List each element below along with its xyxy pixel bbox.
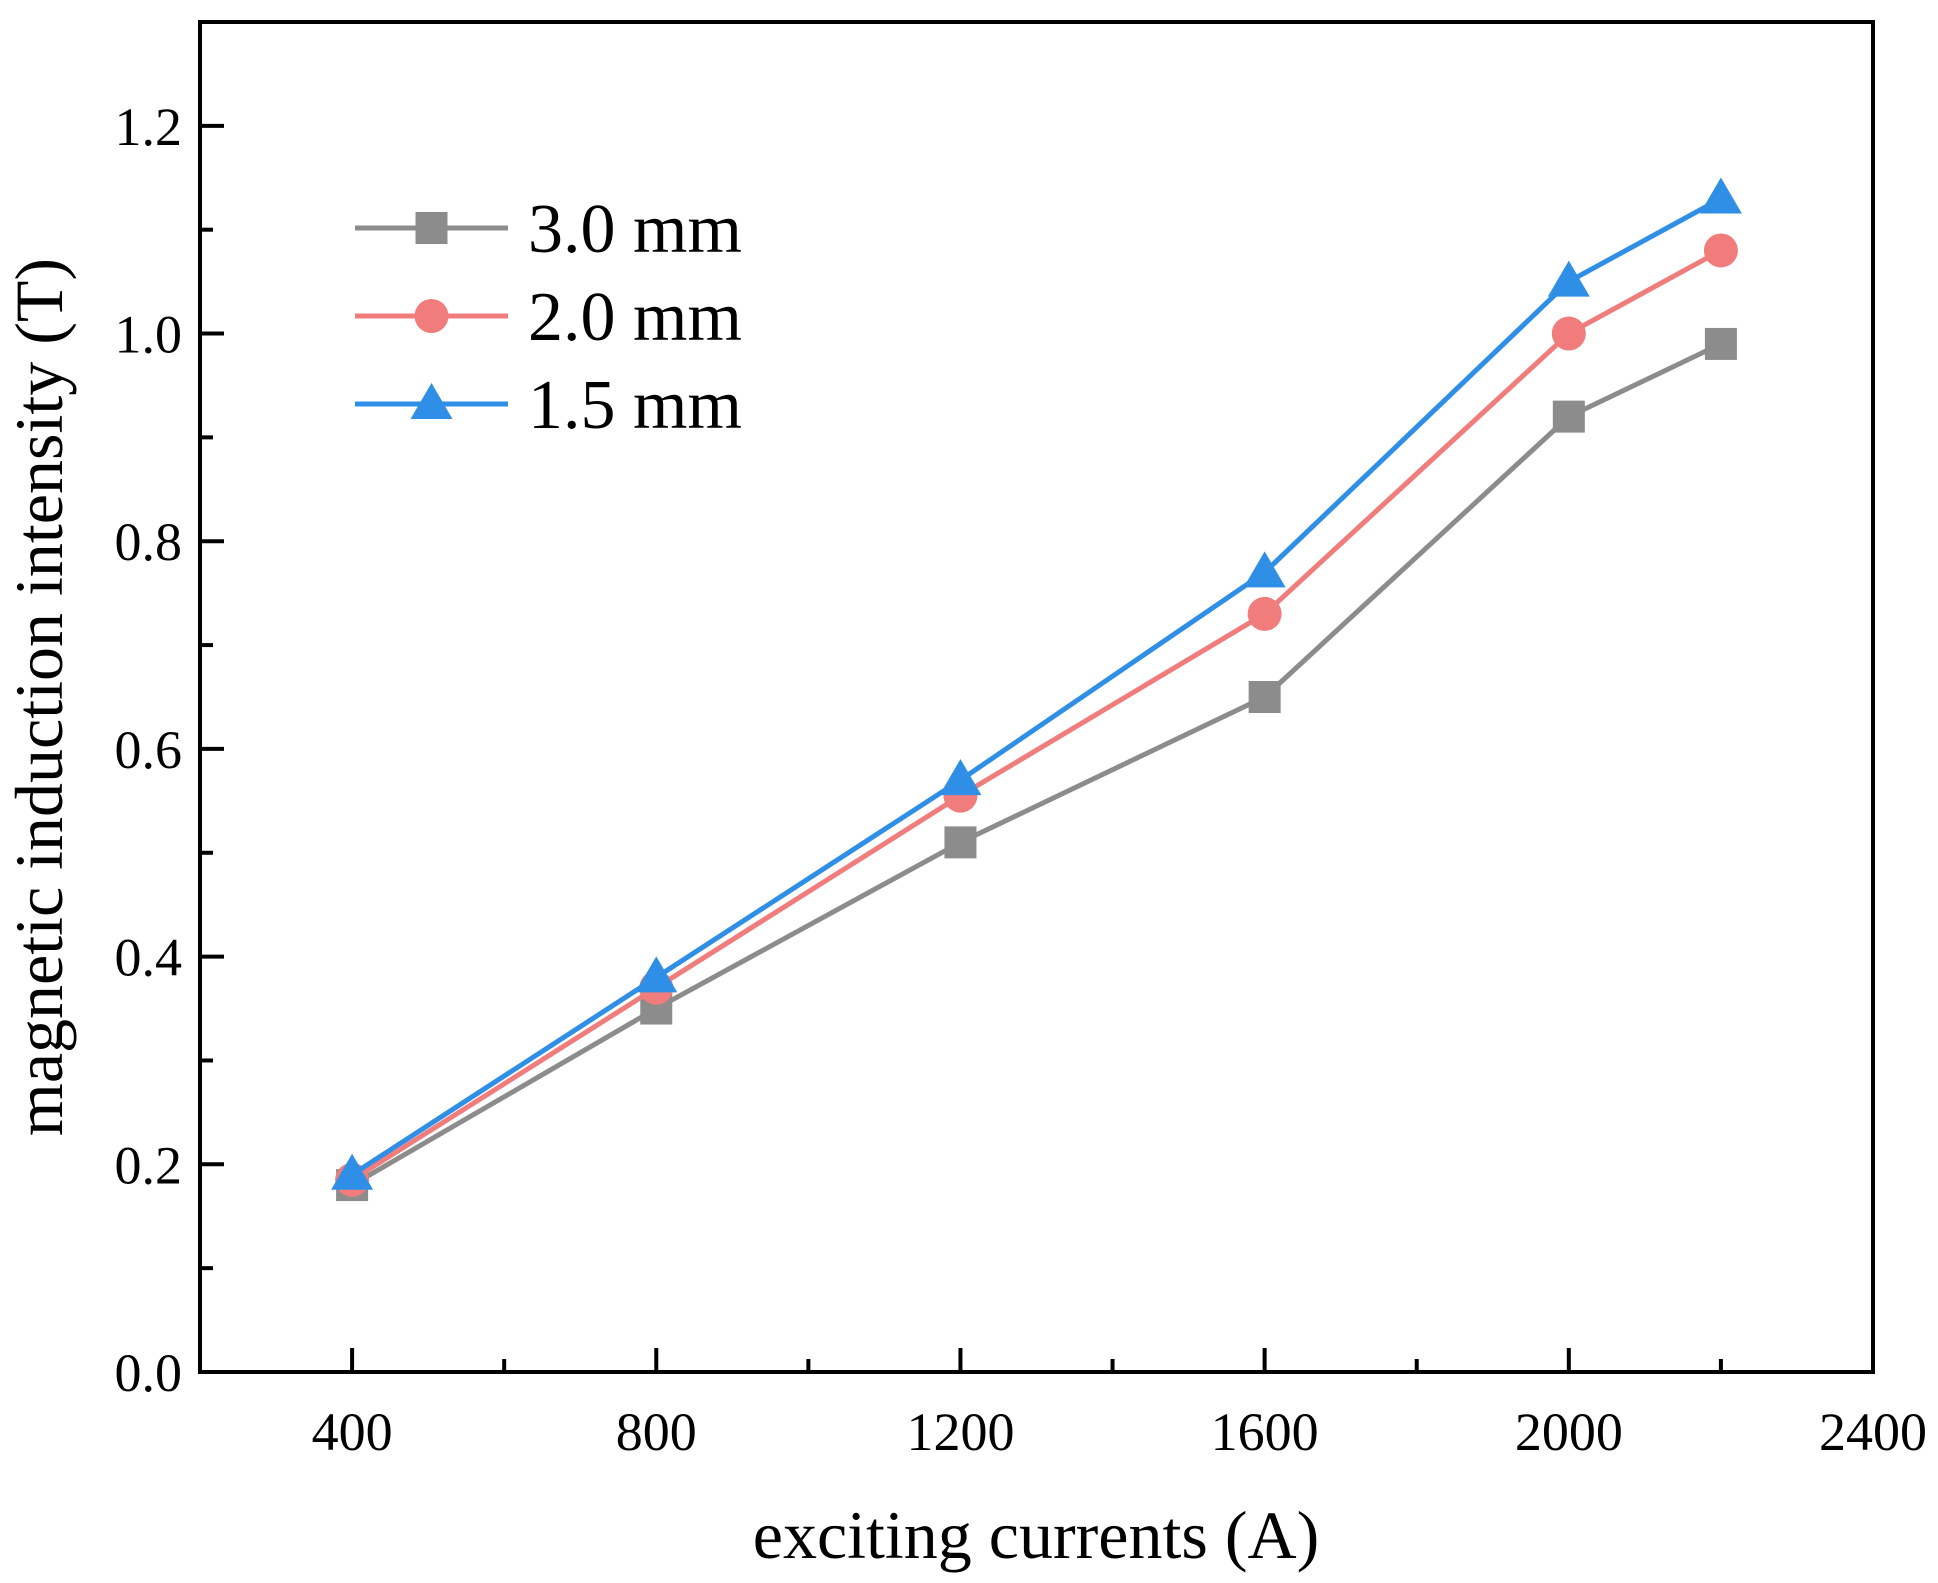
legend-marker (414, 299, 449, 333)
legend-marker (410, 383, 453, 419)
data-point (939, 759, 982, 796)
series-3-0-mm (336, 327, 1737, 1202)
y-tick-label: 0.8 (115, 512, 183, 572)
x-axis-title: exciting currents (A) (753, 1497, 1319, 1573)
legend-item: 3.0 mm (355, 191, 742, 268)
x-tick-label: 1600 (1211, 1402, 1319, 1462)
plot-frame (198, 20, 1875, 1374)
legend-label: 1.5 mm (528, 367, 742, 444)
series-line (350, 248, 1723, 1182)
y-axis-title: magnetic induction intensity (T) (1, 258, 77, 1136)
data-point (1547, 260, 1590, 297)
legend: 3.0 mm 2.0 mm 1.5 mm (355, 191, 742, 444)
series-line (350, 341, 1722, 1188)
series-layer (331, 177, 1742, 1202)
x-tick-label: 800 (616, 1402, 697, 1462)
data-point (1248, 681, 1281, 713)
y-tick-label: 0.2 (115, 1135, 183, 1195)
legend-label: 2.0 mm (528, 279, 742, 356)
axes-layer: 400 800 1200 1600 2000 2400 0.0 0.2 0.4 0.6 0.8 1.0… (115, 97, 1928, 1462)
data-point (944, 826, 977, 859)
y-tick-label: 0.4 (115, 928, 183, 988)
legend-item: 2.0 mm (355, 279, 742, 356)
y-tick-label: 0.6 (115, 720, 183, 780)
legend-label: 3.0 mm (528, 191, 742, 268)
x-tick-label: 2400 (1819, 1402, 1927, 1462)
data-point (331, 1153, 374, 1190)
data-point (635, 956, 678, 993)
series-1-5-mm (331, 177, 1742, 1190)
data-point (1703, 233, 1738, 268)
data-point (1552, 400, 1585, 433)
x-tick-label: 1200 (906, 1402, 1014, 1462)
data-point (1247, 596, 1282, 631)
x-tick-label: 2000 (1515, 1402, 1623, 1462)
data-point (1699, 177, 1742, 214)
data-point (1551, 316, 1586, 351)
x-tick-label: 400 (312, 1402, 393, 1462)
series-line (350, 196, 1723, 1177)
y-tick-label: 0.0 (115, 1343, 183, 1403)
legend-item: 1.5 mm (355, 367, 742, 444)
y-tick-label: 1.2 (115, 97, 183, 157)
y-tick-label: 1.0 (115, 305, 183, 365)
data-point (1243, 551, 1286, 588)
data-point (1704, 327, 1737, 360)
legend-marker (415, 212, 448, 244)
